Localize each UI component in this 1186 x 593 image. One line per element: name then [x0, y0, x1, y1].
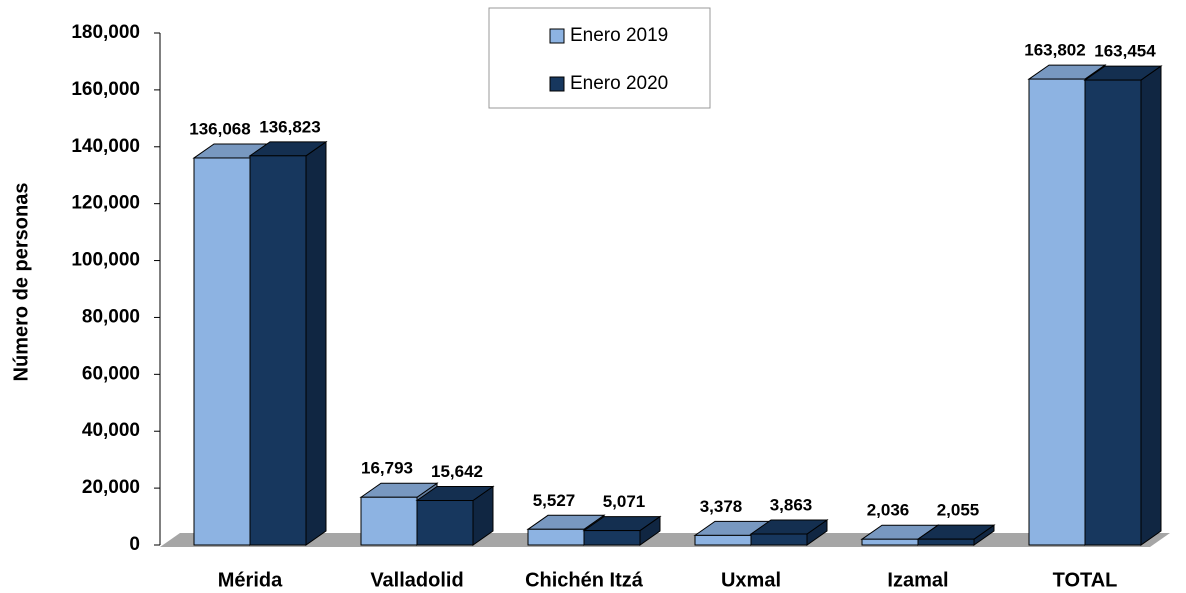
y-tick-label: 140,000 — [71, 136, 140, 157]
value-label: 163,802 — [1024, 41, 1085, 60]
bar-side — [305, 140, 327, 546]
legend-label: Enero 2020 — [570, 73, 668, 94]
y-tick-label: 40,000 — [82, 420, 140, 441]
bar — [916, 524, 996, 546]
value-label: 136,823 — [259, 117, 320, 136]
y-tick-label: 160,000 — [71, 79, 140, 100]
x-tick-label: Uxmal — [721, 569, 781, 591]
bar-front — [1084, 79, 1142, 546]
legend — [488, 7, 711, 109]
value-label: 136,068 — [189, 119, 250, 138]
value-label: 16,793 — [361, 459, 413, 478]
x-tick-label: Mérida — [218, 569, 283, 591]
y-tick-label: 20,000 — [82, 477, 140, 498]
y-tick-label: 180,000 — [71, 22, 140, 43]
bar-front — [1028, 78, 1086, 546]
x-tick-label: Valladolid — [370, 569, 463, 591]
bar — [248, 140, 328, 546]
value-label: 2,036 — [867, 501, 910, 520]
value-label: 163,454 — [1094, 42, 1156, 61]
legend-swatch — [549, 76, 565, 92]
y-tick-label: 0 — [129, 534, 140, 555]
bar-front — [694, 534, 752, 546]
y-tick-label: 60,000 — [82, 363, 140, 384]
value-label: 15,642 — [431, 462, 483, 481]
legend-swatch — [549, 28, 565, 44]
bar-front — [917, 538, 975, 546]
y-tick-label: 100,000 — [71, 250, 140, 271]
bar-front — [527, 528, 585, 546]
bar-side — [1140, 65, 1162, 546]
bar-front — [193, 157, 251, 546]
y-tick-label: 80,000 — [82, 306, 140, 327]
x-tick-label: Chichén Itzá — [525, 569, 644, 591]
bar-front — [861, 538, 919, 546]
bar — [749, 519, 829, 546]
bar-front — [750, 533, 808, 546]
x-tick-label: TOTAL — [1053, 569, 1118, 591]
bar — [415, 485, 495, 546]
bar-front — [249, 155, 307, 546]
value-label: 2,055 — [937, 501, 980, 520]
x-tick-label: Izamal — [887, 569, 948, 591]
y-axis-label: Número de personas — [10, 183, 32, 382]
value-label: 3,378 — [700, 497, 743, 516]
y-tick-label: 120,000 — [71, 193, 140, 214]
bar — [1083, 65, 1163, 546]
value-label: 5,071 — [603, 492, 646, 511]
value-label: 5,527 — [533, 491, 576, 510]
bar — [582, 515, 662, 546]
bar-front — [416, 500, 474, 546]
value-label: 3,863 — [770, 495, 813, 514]
legend-label: Enero 2019 — [570, 25, 668, 46]
bar-front — [583, 530, 641, 546]
bar-front — [360, 496, 418, 546]
